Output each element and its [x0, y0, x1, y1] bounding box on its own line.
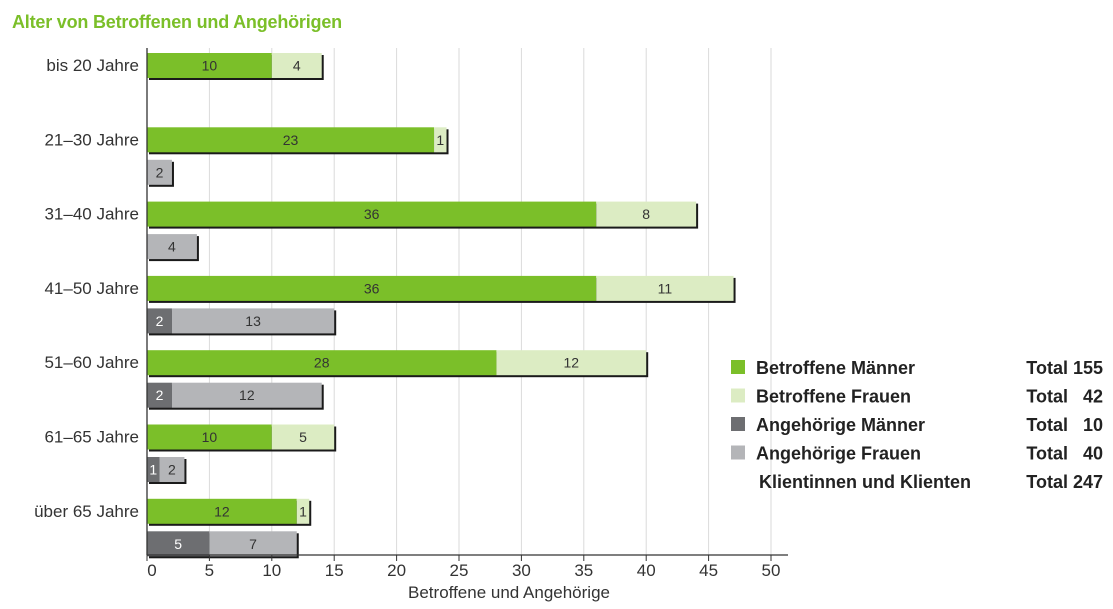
- bar-angehoerige-maenner-51-60-jahre: [147, 382, 172, 408]
- category-label-61-65-jahre: 61–65 Jahre: [44, 428, 139, 447]
- x-tick-label-50: 50: [762, 561, 781, 580]
- legend-swatch-betroffene-frauen: [731, 388, 745, 403]
- legend-swatch-angehoerige-frauen: [731, 445, 745, 460]
- x-tick-label-15: 15: [325, 561, 344, 580]
- legend-label-betroffene-frauen: Betroffene Frauen: [756, 387, 911, 407]
- bar-label-betroffene-frauen-bis-20-jahre: 4: [293, 58, 301, 74]
- bar-betroffene-frauen-51-60-jahre: [496, 350, 647, 376]
- x-tick-label-30: 30: [512, 561, 531, 580]
- bar-betroffene-maenner-41-50-jahre: [147, 275, 597, 301]
- bar-label-betroffene-maenner-ueber-65-jahre: 12: [214, 503, 230, 519]
- bar-angehoerige-frauen-31-40-jahre: [147, 234, 197, 260]
- bar-label-betroffene-frauen-31-40-jahre: 8: [642, 206, 650, 222]
- legend-total-klientinnen-und-klienten: Total 247: [1026, 472, 1103, 492]
- bar-betroffene-maenner-bis-20-jahre: [147, 53, 272, 78]
- bar-label-betroffene-maenner-51-60-jahre: 28: [314, 355, 330, 371]
- bar-betroffene-frauen-61-65-jahre: [271, 424, 335, 450]
- bar-betroffene-frauen-ueber-65-jahre: [296, 498, 310, 524]
- bar-angehoerige-frauen-51-60-jahre: [171, 382, 322, 408]
- legend-swatch-betroffene-maenner: [731, 360, 745, 374]
- x-tick-label-45: 45: [699, 561, 718, 580]
- bar-label-angehoerige-frauen-41-50-jahre: 13: [245, 313, 261, 329]
- category-label-ueber-65-jahre: über 65 Jahre: [34, 502, 139, 521]
- bar-label-betroffene-frauen-ueber-65-jahre: 1: [299, 503, 307, 519]
- legend-label-betroffene-maenner: Betroffene Männer: [756, 358, 915, 378]
- legend-label-angehoerige-maenner: Angehörige Männer: [756, 415, 925, 435]
- legend-total-angehoerige-maenner: Total 10: [1026, 415, 1103, 435]
- legend-total-betroffene-frauen: Total 42: [1026, 387, 1103, 407]
- x-tick-label-10: 10: [262, 561, 281, 580]
- axes: bis 20 Jahre 21–30 Jahre 31–40 Jahre 41–50 …: [34, 48, 788, 602]
- x-tick-label-40: 40: [637, 561, 656, 580]
- chart-title: Alter von Betroffenen und Angehörigen: [12, 12, 342, 32]
- bar-betroffene-maenner-51-60-jahre: [147, 350, 497, 376]
- category-label-21-30-jahre: 21–30 Jahre: [44, 130, 139, 149]
- bar-label-angehoerige-frauen-31-40-jahre: 4: [168, 239, 176, 255]
- bar-betroffene-maenner-31-40-jahre: [147, 201, 597, 227]
- category-label-bis-20-jahre: bis 20 Jahre: [46, 56, 139, 75]
- x-tick-label-0: 0: [147, 561, 156, 580]
- bar-label-angehoerige-frauen-61-65-jahre: 2: [168, 462, 176, 478]
- bar-angehoerige-frauen-21-30-jahre: [147, 159, 172, 185]
- bar-angehoerige-maenner-41-50-jahre: [147, 308, 172, 334]
- bar-angehoerige-maenner-ueber-65-jahre: [147, 531, 210, 557]
- bar-label-angehoerige-frauen-21-30-jahre: 2: [156, 164, 164, 180]
- x-tick-label-20: 20: [387, 561, 406, 580]
- bar-betroffene-frauen-31-40-jahre: [596, 201, 697, 227]
- bar-label-betroffene-frauen-41-50-jahre: 11: [658, 280, 673, 296]
- legend-total-angehoerige-frauen: Total 40: [1026, 444, 1103, 464]
- bar-angehoerige-frauen-41-50-jahre: [171, 308, 335, 334]
- bar-label-betroffene-frauen-61-65-jahre: 5: [299, 429, 307, 445]
- bar-angehoerige-frauen-61-65-jahre: [159, 457, 185, 482]
- x-axis-title: Betroffene und Angehörige: [408, 583, 610, 602]
- bar-betroffene-maenner-61-65-jahre: [147, 424, 272, 450]
- legend: Betroffene Männer Total 155 Betroffene Fra…: [731, 358, 1103, 492]
- legend-label-klientinnen-und-klienten: Klientinnen und Klienten: [759, 472, 971, 492]
- bar-betroffene-maenner-ueber-65-jahre: [147, 498, 297, 524]
- x-tick-label-5: 5: [205, 561, 214, 580]
- bar-betroffene-frauen-bis-20-jahre: [271, 53, 322, 78]
- bar-label-angehoerige-frauen-51-60-jahre: 12: [239, 387, 255, 403]
- bar-betroffene-frauen-21-30-jahre: [434, 127, 447, 153]
- bar-label-betroffene-frauen-51-60-jahre: 12: [564, 355, 580, 371]
- bar-label-betroffene-maenner-61-65-jahre: 10: [202, 429, 218, 445]
- category-label-51-60-jahre: 51–60 Jahre: [44, 353, 139, 372]
- bar-betroffene-frauen-41-50-jahre: [596, 275, 734, 301]
- bar-label-angehoerige-maenner-41-50-jahre: 2: [156, 313, 164, 329]
- bar-label-betroffene-maenner-bis-20-jahre: 10: [202, 58, 218, 74]
- bar-label-angehoerige-maenner-61-65-jahre: 1: [149, 462, 157, 478]
- category-label-41-50-jahre: 41–50 Jahre: [44, 279, 139, 298]
- bar-angehoerige-maenner-61-65-jahre: [147, 457, 160, 482]
- bar-label-betroffene-frauen-21-30-jahre: 1: [436, 132, 444, 148]
- bar-label-angehoerige-frauen-ueber-65-jahre: 7: [249, 536, 257, 552]
- bar-angehoerige-frauen-ueber-65-jahre: [209, 531, 297, 557]
- category-label-31-40-jahre: 31–40 Jahre: [44, 205, 139, 224]
- bar-label-angehoerige-maenner-51-60-jahre: 2: [156, 387, 164, 403]
- bar-label-betroffene-maenner-21-30-jahre: 23: [283, 132, 299, 148]
- bar-label-betroffene-maenner-41-50-jahre: 36: [364, 280, 380, 296]
- bar-betroffene-maenner-21-30-jahre: [147, 127, 435, 153]
- legend-label-angehoerige-frauen: Angehörige Frauen: [756, 444, 921, 464]
- x-tick-label-25: 25: [450, 561, 469, 580]
- legend-swatch-angehoerige-maenner: [731, 417, 745, 431]
- x-tick-label-35: 35: [574, 561, 593, 580]
- legend-total-betroffene-maenner: Total 155: [1026, 358, 1103, 378]
- bar-label-angehoerige-maenner-ueber-65-jahre: 5: [174, 536, 182, 552]
- bar-label-betroffene-maenner-31-40-jahre: 36: [364, 206, 380, 222]
